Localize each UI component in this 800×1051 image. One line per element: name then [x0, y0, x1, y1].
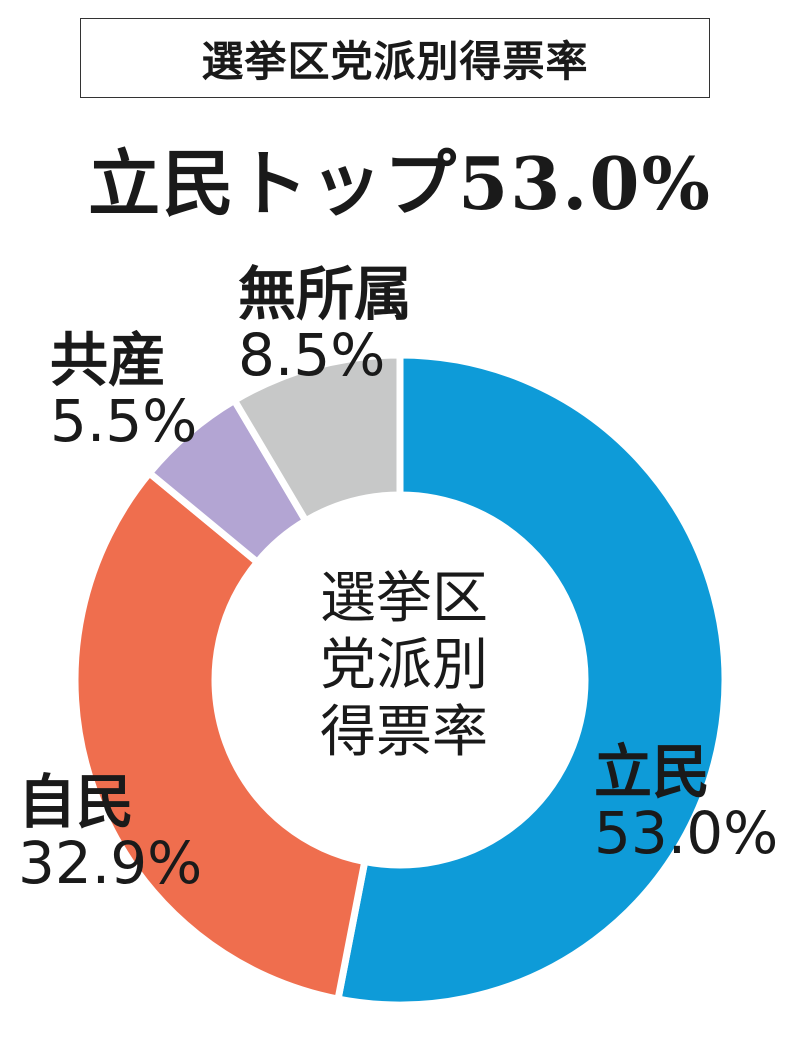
slice-value-立民: 53.0%	[594, 798, 779, 867]
center-line-2: 党派別	[320, 633, 488, 699]
center-line-3: 得票率	[320, 700, 488, 766]
slice-name-立民: 立民	[594, 738, 711, 806]
slice-name-自民: 自民	[18, 768, 135, 836]
slice-label-自民: 自民 32.9%	[18, 772, 202, 894]
slice-value-共産: 5.5%	[50, 386, 198, 455]
slice-label-立民: 立民 53.0%	[594, 742, 778, 864]
slice-value-無所属: 8.5%	[238, 320, 386, 389]
chart-title-box: 選挙区党派別得票率	[80, 18, 710, 98]
slice-label-無所属: 無所属 8.5%	[238, 264, 412, 386]
center-line-1: 選挙区	[320, 566, 488, 631]
donut-slice-自民	[71, 468, 369, 1004]
donut-slice-無所属	[229, 351, 404, 526]
donut-center-label: 選挙区 党派別 得票率	[286, 565, 522, 767]
slice-label-共産: 共産 5.5%	[50, 330, 197, 452]
slice-name-共産: 共産	[50, 326, 167, 394]
slice-name-無所属: 無所属	[238, 260, 413, 328]
headline: 立民トップ53.0%	[88, 141, 712, 226]
donut-slice-立民	[333, 351, 729, 1009]
slice-value-自民: 32.9%	[18, 828, 203, 897]
chart-title: 選挙区党派別得票率	[201, 36, 589, 86]
